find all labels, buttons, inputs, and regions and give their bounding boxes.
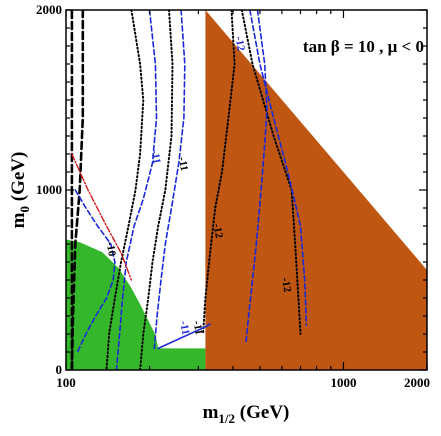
x-axis-title-sub: 1/2: [218, 411, 235, 426]
y-axis-title-unit: (GeV): [8, 152, 29, 206]
contour-line-6: [115, 10, 158, 370]
y-tick-label: 2000: [36, 2, 62, 17]
contour-line-8: [245, 10, 268, 344]
contour-label-7: -11: [191, 320, 205, 336]
y-axis-title-main: m: [8, 212, 29, 228]
contour-line-10: [157, 323, 211, 350]
x-axis-title: m1/2 (GeV): [203, 402, 290, 426]
y-axis-title: m0 (GeV): [8, 152, 32, 229]
region-favoured: [66, 239, 206, 370]
contour-line-1: [70, 10, 85, 370]
contour-line-9: [249, 10, 308, 326]
regions-layer: [66, 10, 427, 370]
annotation-text: tan β = 10 , μ < 0: [303, 37, 424, 56]
x-tick-label: 2000: [404, 375, 430, 390]
contour-label-6: -11: [177, 320, 191, 336]
contour-line-12: [71, 153, 133, 281]
contour-label-3: -12: [211, 223, 225, 240]
contour-label-2: -11: [176, 156, 190, 172]
contour-line-3: [139, 10, 174, 370]
contour-label-4: -12: [279, 277, 293, 294]
contour-labels-layer: -12-11 -11-12-12-10-11-11: [104, 35, 294, 335]
series-layer: [70, 10, 308, 370]
contour-label-5: -10: [104, 241, 118, 258]
contour-label-0: -12: [232, 35, 246, 52]
y-tick-label: 0: [56, 362, 63, 377]
region-excluded: [205, 10, 427, 370]
x-axis-title-main: m: [203, 402, 219, 423]
ticks-layer: 100 1000 2000 0 1000 2000: [36, 2, 430, 390]
x-tick-label: 100: [56, 375, 76, 390]
contour-line-2: [105, 10, 145, 370]
contour-line-11: [74, 189, 116, 353]
y-axis-title-sub: 0: [17, 206, 32, 213]
y-tick-label: 1000: [36, 182, 62, 197]
contour-line-7: [153, 10, 186, 350]
x-tick-label: 1000: [330, 375, 356, 390]
x-axis-title-unit: (GeV): [235, 402, 289, 423]
contour-label-1: -11: [148, 149, 162, 165]
